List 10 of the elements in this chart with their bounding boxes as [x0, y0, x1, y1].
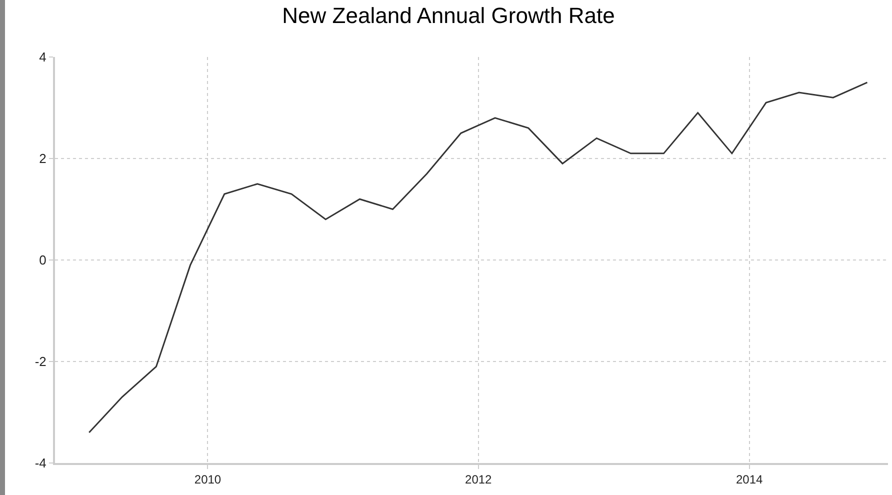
y-tick-label: 0 [39, 252, 46, 268]
y-tick-label: -4 [34, 456, 46, 471]
chart-title: New Zealand Annual Growth Rate [282, 2, 615, 28]
x-tick-label: 2012 [465, 472, 492, 486]
x-tick-label: 2014 [736, 472, 764, 486]
x-tick-label: 2010 [194, 472, 222, 486]
line-series [88, 82, 868, 434]
y-tick-label: 2 [39, 151, 46, 166]
y-tick-label: -2 [34, 354, 46, 370]
y-tick-label: 4 [39, 50, 46, 65]
